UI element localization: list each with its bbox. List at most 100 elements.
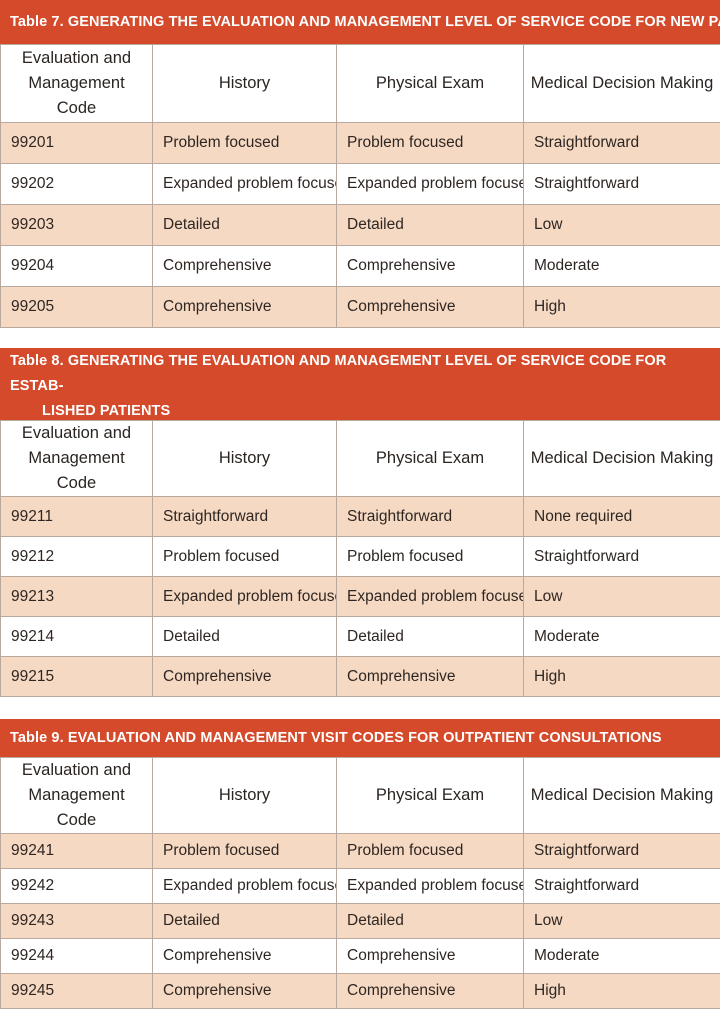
cell-mdm: Low [524,205,720,246]
cell-code: 99215 [1,657,153,697]
cell-exam: Problem focused [337,537,524,577]
header-history: History [153,758,337,834]
cell-history: Comprehensive [153,939,337,974]
cell-history: Detailed [153,904,337,939]
cell-exam: Detailed [337,205,524,246]
cell-exam: Comprehensive [337,287,524,328]
cell-exam: Comprehensive [337,657,524,697]
table-row: 99204 Comprehensive Comprehensive Modera… [1,246,720,287]
cell-history: Straightforward [153,497,337,537]
table-row: 99213 Expanded problem focused Expanded … [1,577,720,617]
data-table: Evaluation and Management Code History P… [0,757,720,1009]
cell-mdm: Low [524,904,720,939]
table-row: 99211 Straightforward Straightforward No… [1,497,720,537]
cell-history: Expanded problem focused [153,869,337,904]
cell-code: 99211 [1,497,153,537]
cell-code: 99201 [1,123,153,164]
cell-code: 99243 [1,904,153,939]
header-mdm: Medical Decision Making [524,758,720,834]
header-code: Evaluation and Management Code [1,421,153,497]
header-exam: Physical Exam [337,45,524,123]
cell-history: Comprehensive [153,974,337,1009]
cell-history: Problem focused [153,537,337,577]
cell-exam: Detailed [337,904,524,939]
cell-mdm: Straightforward [524,537,720,577]
header-row: Evaluation and Management Code History P… [1,421,720,497]
table-8: Table 8. GENERATING THE EVALUATION AND M… [0,348,720,697]
cell-code: 99212 [1,537,153,577]
data-table: Evaluation and Management Code History P… [0,44,720,328]
header-code: Evaluation and Management Code [1,758,153,834]
table-7: Table 7. GENERATING THE EVALUATION AND M… [0,0,720,328]
cell-exam: Expanded problem focused [337,164,524,205]
cell-exam: Comprehensive [337,939,524,974]
table-row: 99212 Problem focused Problem focused St… [1,537,720,577]
table-title-line-2: LISHED PATIENTS [10,399,720,420]
cell-history: Detailed [153,617,337,657]
table-row: 99245 Comprehensive Comprehensive High [1,974,720,1009]
cell-exam: Detailed [337,617,524,657]
data-table: Evaluation and Management Code History P… [0,420,720,697]
cell-exam: Problem focused [337,123,524,164]
header-history: History [153,421,337,497]
table-title: Table 8. GENERATING THE EVALUATION AND M… [0,348,720,420]
cell-mdm: Straightforward [524,164,720,205]
header-code: Evaluation and Management Code [1,45,153,123]
cell-mdm: Moderate [524,939,720,974]
header-row: Evaluation and Management Code History P… [1,45,720,123]
cell-mdm: Straightforward [524,869,720,904]
cell-history: Comprehensive [153,287,337,328]
cell-code: 99202 [1,164,153,205]
cell-history: Detailed [153,205,337,246]
header-history: History [153,45,337,123]
cell-mdm: High [524,974,720,1009]
table-row: 99242 Expanded problem focused Expanded … [1,869,720,904]
table-title-line-1: Table 8. GENERATING THE EVALUATION AND M… [10,353,666,394]
cell-history: Problem focused [153,123,337,164]
header-exam: Physical Exam [337,421,524,497]
cell-history: Problem focused [153,834,337,869]
table-row: 99201 Problem focused Problem focused St… [1,123,720,164]
cell-history: Expanded problem focused [153,577,337,617]
table-row: 99202 Expanded problem focused Expanded … [1,164,720,205]
table-row: 99215 Comprehensive Comprehensive High [1,657,720,697]
table-row: 99214 Detailed Detailed Moderate [1,617,720,657]
cell-mdm: High [524,657,720,697]
table-row: 99205 Comprehensive Comprehensive High [1,287,720,328]
cell-mdm: Moderate [524,617,720,657]
cell-exam: Problem focused [337,834,524,869]
cell-code: 99241 [1,834,153,869]
cell-code: 99245 [1,974,153,1009]
header-row: Evaluation and Management Code History P… [1,758,720,834]
cell-code: 99204 [1,246,153,287]
header-exam: Physical Exam [337,758,524,834]
cell-mdm: Moderate [524,246,720,287]
cell-history: Comprehensive [153,246,337,287]
cell-history: Comprehensive [153,657,337,697]
table-9: Table 9. EVALUATION AND MANAGEMENT VISIT… [0,719,720,1009]
cell-exam: Comprehensive [337,974,524,1009]
table-row: 99241 Problem focused Problem focused St… [1,834,720,869]
table-row: 99244 Comprehensive Comprehensive Modera… [1,939,720,974]
header-mdm: Medical Decision Making [524,45,720,123]
cell-code: 99242 [1,869,153,904]
cell-exam: Straightforward [337,497,524,537]
cell-code: 99205 [1,287,153,328]
cell-history: Expanded problem focused [153,164,337,205]
table-title: Table 7. GENERATING THE EVALUATION AND M… [0,0,720,44]
cell-mdm: Low [524,577,720,617]
cell-code: 99214 [1,617,153,657]
header-mdm: Medical Decision Making [524,421,720,497]
cell-code: 99203 [1,205,153,246]
cell-exam: Expanded problem focused [337,869,524,904]
cell-mdm: None required [524,497,720,537]
table-row: 99203 Detailed Detailed Low [1,205,720,246]
cell-exam: Expanded problem focused [337,577,524,617]
table-row: 99243 Detailed Detailed Low [1,904,720,939]
cell-exam: Comprehensive [337,246,524,287]
table-title: Table 9. EVALUATION AND MANAGEMENT VISIT… [0,719,720,757]
cell-mdm: Straightforward [524,123,720,164]
cell-code: 99244 [1,939,153,974]
cell-mdm: Straightforward [524,834,720,869]
